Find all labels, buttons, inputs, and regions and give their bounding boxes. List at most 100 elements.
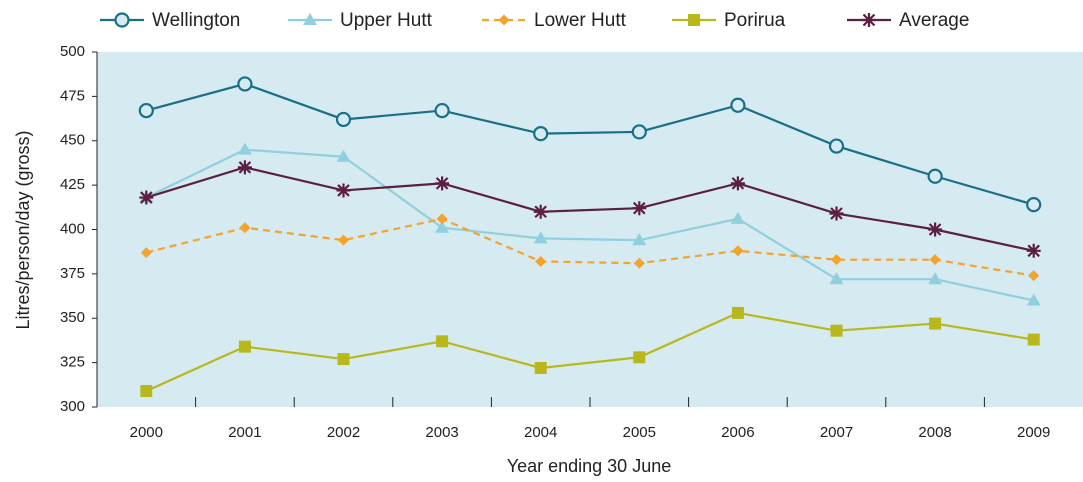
marker	[535, 255, 547, 267]
marker-shape	[434, 102, 450, 119]
marker-shape	[338, 234, 349, 246]
marker-shape	[828, 138, 845, 154]
marker-shape	[633, 257, 645, 269]
marker	[688, 14, 700, 26]
x-tick-label: 2005	[623, 424, 656, 441]
marker-shape	[928, 222, 943, 237]
marker-shape	[436, 335, 449, 348]
marker	[335, 111, 352, 128]
marker-shape	[533, 204, 548, 219]
x-tick-label: 2000	[130, 424, 163, 441]
marker-shape	[239, 222, 251, 234]
marker	[928, 272, 943, 285]
x-tick-label: 2002	[327, 424, 360, 441]
marker-shape	[1026, 243, 1041, 258]
x-tick-label: 2008	[918, 424, 951, 441]
marker-shape	[929, 254, 941, 266]
marker	[238, 340, 251, 353]
legend-label: Average	[899, 10, 969, 31]
marker-shape	[1028, 270, 1040, 282]
marker-shape	[435, 176, 450, 191]
series-line	[145, 311, 1034, 393]
marker	[303, 13, 317, 25]
marker-shape	[862, 13, 876, 27]
marker-shape	[831, 254, 842, 266]
y-tick-label: 475	[60, 87, 85, 104]
marker-shape	[830, 324, 843, 337]
y-tick-label: 350	[60, 309, 85, 326]
marker	[862, 13, 876, 27]
y-axis-label: Litres/person/day (gross)	[13, 130, 33, 329]
marker-shape	[1027, 333, 1040, 346]
marker-shape	[534, 361, 547, 374]
marker	[336, 149, 351, 162]
marker	[338, 234, 349, 246]
series-line	[145, 148, 1034, 302]
marker	[929, 254, 941, 266]
marker-shape	[138, 102, 154, 119]
marker	[633, 257, 645, 269]
marker	[435, 176, 450, 191]
marker	[831, 254, 842, 266]
y-tick-label: 450	[60, 132, 85, 149]
marker	[498, 14, 510, 26]
marker	[239, 222, 251, 234]
marker	[114, 12, 130, 28]
marker-shape	[238, 340, 251, 353]
marker-shape	[335, 111, 352, 128]
marker-shape	[929, 317, 942, 330]
marker	[730, 211, 745, 224]
marker	[633, 351, 646, 364]
marker	[533, 126, 549, 142]
x-tick-label: 2006	[721, 424, 754, 441]
marker	[140, 247, 152, 259]
x-tick-label: 2007	[820, 424, 853, 441]
marker	[434, 102, 450, 119]
x-tick-label: 2009	[1017, 424, 1050, 441]
marker	[829, 206, 844, 221]
marker	[927, 168, 943, 184]
marker-shape	[336, 183, 351, 198]
marker-shape	[139, 190, 154, 205]
marker	[929, 317, 942, 330]
marker	[533, 204, 548, 219]
marker-shape	[1026, 293, 1041, 306]
y-tick-label: 325	[60, 354, 85, 371]
marker	[928, 222, 943, 237]
marker-shape	[927, 168, 943, 184]
marker-shape	[114, 12, 130, 28]
marker-shape	[632, 201, 647, 216]
marker-shape	[1026, 197, 1042, 213]
marker-shape	[631, 124, 647, 140]
marker-shape	[732, 245, 744, 257]
marker-shape	[633, 351, 646, 364]
x-tick-label: 2001	[228, 424, 261, 441]
y-tick-label: 375	[60, 265, 85, 282]
marker-shape	[829, 272, 844, 285]
marker-shape	[436, 213, 448, 225]
marker-shape	[140, 385, 153, 398]
marker	[1026, 243, 1041, 258]
marker-shape	[688, 14, 700, 26]
marker	[533, 231, 548, 244]
legend-label: Upper Hutt	[340, 10, 433, 31]
marker	[1026, 293, 1041, 306]
marker-shape	[632, 233, 647, 246]
x-axis-label: Year ending 30 June	[507, 456, 671, 476]
marker-shape	[237, 142, 252, 155]
x-tick-label: 2003	[425, 424, 458, 441]
marker-shape	[498, 14, 510, 26]
marker	[830, 324, 843, 337]
series-line	[146, 217, 1034, 277]
marker-shape	[730, 211, 745, 224]
marker	[1026, 197, 1042, 213]
marker	[139, 190, 154, 205]
marker	[436, 335, 449, 348]
marker-shape	[303, 13, 317, 25]
marker	[828, 138, 845, 154]
marker-shape	[928, 272, 943, 285]
marker	[829, 272, 844, 285]
marker-shape	[237, 76, 253, 92]
marker	[435, 220, 450, 233]
